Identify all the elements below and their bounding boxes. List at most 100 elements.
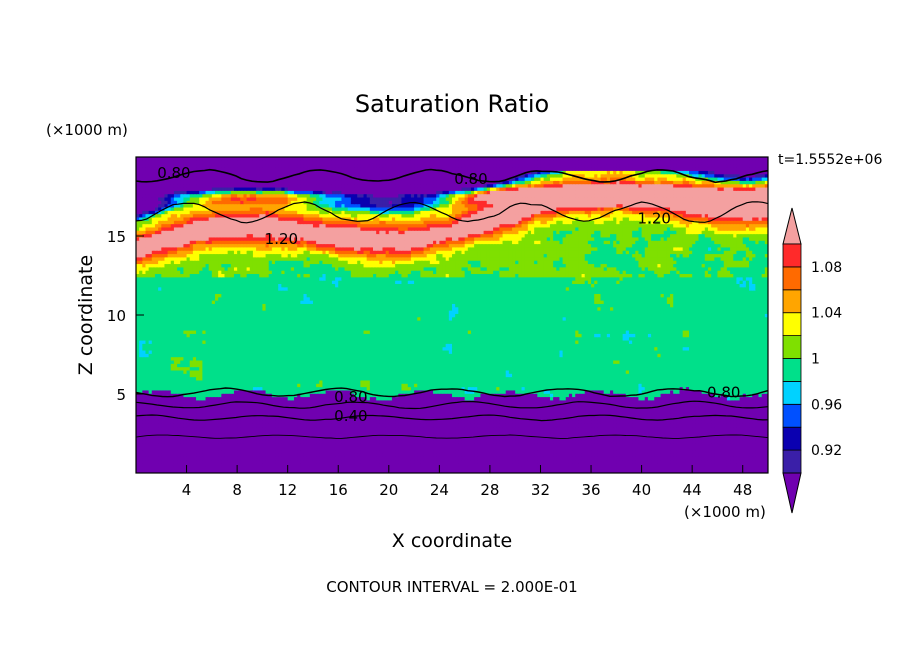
field-cell: [357, 423, 361, 428]
field-cell: [470, 426, 475, 431]
field-cell: [698, 403, 703, 408]
field-cell: [622, 429, 627, 434]
field-cell: [745, 419, 750, 424]
field-cell: [208, 409, 213, 414]
field-cell: [442, 399, 447, 404]
field-cell: [319, 399, 324, 404]
field-cell: [433, 409, 437, 414]
field-cell: [594, 443, 598, 447]
field-cell: [445, 406, 450, 411]
field-cell: [568, 469, 573, 473]
field-cell: [755, 416, 760, 421]
field-cell: [360, 439, 365, 444]
field-cell: [256, 416, 260, 421]
field-cell: [467, 466, 472, 471]
field-cell: [202, 469, 207, 473]
field-cell: [584, 389, 589, 394]
field-cell: [410, 429, 415, 434]
field-cell: [164, 389, 169, 394]
field-cell: [350, 413, 355, 418]
field-cell: [568, 399, 573, 404]
field-cell: [148, 463, 153, 467]
field-cell: [685, 429, 690, 434]
field-cell: [689, 449, 693, 454]
field-cell: [167, 453, 172, 457]
field-cell: [246, 419, 251, 424]
field-cell: [470, 429, 475, 434]
field-cell: [211, 463, 216, 467]
field-cell: [243, 436, 248, 441]
field-cell: [417, 453, 421, 457]
field-cell: [764, 443, 768, 447]
field-cell: [385, 396, 390, 401]
field-cell: [341, 429, 346, 434]
field-cell: [496, 419, 500, 424]
field-cell: [243, 466, 248, 471]
field-cell: [603, 463, 608, 467]
field-cell: [461, 419, 466, 424]
field-cell: [338, 409, 342, 414]
field-cell: [527, 423, 532, 428]
field-cell: [379, 456, 384, 461]
field-cell: [417, 419, 421, 424]
field-cell: [480, 399, 485, 404]
field-cell: [707, 423, 712, 428]
field-cell: [651, 456, 655, 461]
field-cell: [692, 443, 696, 447]
field-cell: [391, 413, 396, 418]
field-cell: [398, 466, 403, 471]
field-cell: [575, 429, 579, 434]
field-cell: [423, 459, 428, 464]
field-cell: [572, 456, 576, 461]
field-cell: [578, 406, 583, 411]
field-cell: [136, 439, 140, 444]
field-cell: [196, 439, 200, 444]
field-cell: [660, 469, 665, 473]
field-cell: [695, 409, 700, 414]
field-cell: [357, 419, 361, 424]
field-cell: [252, 399, 257, 404]
field-cell: [246, 406, 251, 411]
field-cell: [186, 403, 191, 408]
field-cell: [423, 393, 428, 398]
field-cell: [613, 416, 617, 421]
field-cell: [761, 396, 766, 401]
field-cell: [726, 449, 731, 454]
field-cell: [572, 459, 576, 464]
field-cell: [508, 439, 513, 444]
field-cell: [252, 423, 257, 428]
field-cell: [442, 416, 447, 421]
field-cell: [723, 469, 728, 473]
field-cell: [290, 423, 295, 428]
field-cell: [445, 413, 450, 418]
field-cell: [322, 409, 327, 414]
field-cell: [704, 439, 709, 444]
field-cell: [243, 413, 248, 418]
field-cell: [338, 396, 342, 401]
field-cell: [537, 403, 542, 408]
field-cell: [455, 449, 459, 454]
field-cell: [679, 453, 684, 457]
field-cell: [218, 449, 222, 454]
field-cell: [338, 406, 342, 411]
field-cell: [711, 393, 715, 398]
field-cell: [284, 453, 289, 457]
field-cell: [587, 436, 592, 441]
field-cell: [433, 433, 437, 438]
field-cell: [559, 469, 564, 473]
field-cell: [707, 426, 712, 431]
field-cell: [297, 399, 301, 404]
field-cell: [357, 403, 361, 408]
field-cell: [316, 396, 320, 401]
field-cell: [158, 393, 162, 398]
field-cell: [192, 393, 197, 398]
field-cell: [363, 429, 368, 434]
field-cell: [531, 416, 535, 421]
field-cell: [290, 403, 295, 408]
field-cell: [575, 459, 579, 464]
field-cell: [739, 446, 744, 451]
field-cell: [407, 446, 412, 451]
field-cell: [695, 436, 700, 441]
field-cell: [749, 433, 753, 438]
field-cell: [647, 459, 652, 464]
